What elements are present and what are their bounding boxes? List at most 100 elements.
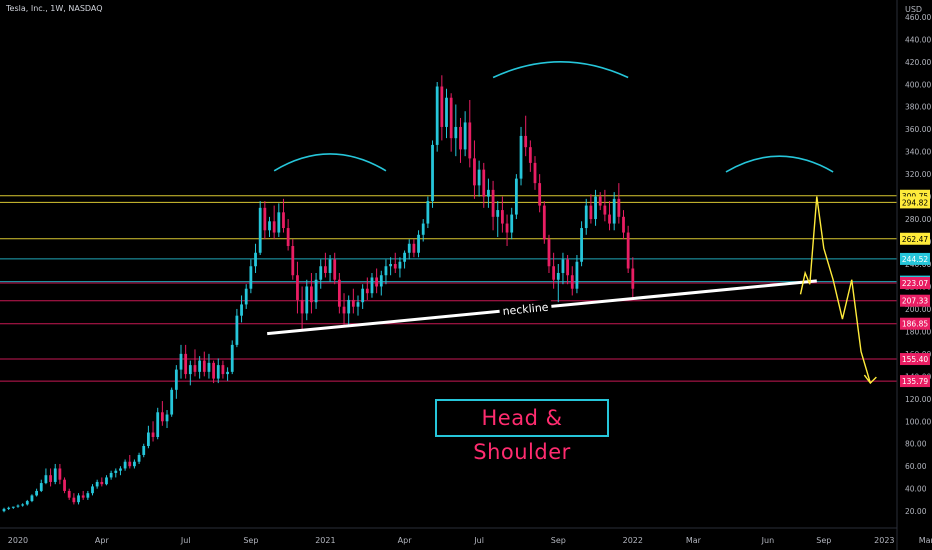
candle (323, 252, 327, 278)
candle (160, 401, 164, 426)
pattern-arc (725, 155, 834, 173)
candle-body (235, 315, 239, 345)
candle-body (7, 507, 11, 509)
candle-body (170, 389, 174, 415)
candle (11, 506, 15, 509)
y-tick-label: 320.00 (905, 170, 931, 179)
candle (109, 470, 113, 480)
candle (328, 255, 332, 282)
candle-body (435, 86, 439, 145)
candle-body (431, 144, 434, 202)
candle (528, 140, 532, 172)
symbol-title[interactable]: Tesla, Inc., 1W, NASDAQ (6, 4, 103, 13)
candle (347, 295, 351, 325)
y-tick-label: 380.00 (905, 103, 931, 112)
candle-body (356, 302, 360, 307)
candle (226, 367, 229, 381)
candle (240, 295, 243, 323)
y-tick-label: 460.00 (905, 13, 931, 22)
candle (30, 494, 34, 503)
candlesticks[interactable] (2, 75, 635, 513)
price-tag-label: 244.52 (902, 255, 928, 264)
price-tag (900, 232, 930, 245)
candle (538, 174, 542, 213)
candle-body (216, 365, 220, 379)
neckline-label-bg (498, 299, 552, 318)
candle-body (547, 239, 551, 267)
candle (351, 288, 355, 314)
candle (603, 189, 607, 222)
price-tag-label: 207.33 (902, 297, 928, 306)
candle-body (542, 205, 546, 240)
candle (477, 160, 481, 197)
candle (272, 205, 276, 240)
candle (49, 468, 52, 487)
candle (491, 180, 495, 231)
pattern-label: Head & Shoulder (473, 406, 571, 464)
candle-body (291, 246, 295, 276)
candle-body (622, 216, 625, 233)
candle-body (584, 205, 588, 229)
candle-body (491, 189, 495, 217)
price-tag (900, 353, 930, 366)
candle-body (286, 228, 290, 247)
candle-body (142, 445, 146, 455)
candle-body (67, 490, 71, 498)
candle (128, 454, 132, 469)
candle (379, 270, 383, 296)
candle-body (105, 477, 108, 485)
candle-body (510, 214, 514, 233)
x-tick-label: Jul (180, 536, 191, 545)
price-tag (900, 375, 930, 388)
candle (468, 99, 472, 168)
candle-body (566, 259, 570, 276)
x-tick-label: Apr (95, 536, 110, 545)
x-tick-label: 2021 (315, 536, 335, 545)
candle-body (114, 470, 118, 473)
x-axis[interactable]: 2020 Apr Jul Sep 2021 Apr Jul Sep 2022 Mar Jun Sep 2… (0, 527, 932, 545)
y-tick-label: 200.00 (905, 305, 931, 314)
candle (179, 344, 183, 379)
candle (296, 261, 299, 314)
y-tick-label: 120.00 (905, 395, 931, 404)
candle (72, 493, 76, 505)
x-tick-label: Jun (761, 536, 775, 545)
pattern-arc (273, 153, 387, 172)
candle (566, 255, 570, 285)
candle (314, 272, 318, 309)
candle (514, 174, 518, 220)
candle-body (2, 508, 6, 512)
candle-body (598, 196, 602, 206)
candle-body (500, 210, 504, 224)
candle-body (53, 468, 57, 482)
price-tag (900, 317, 930, 330)
candle-body (426, 201, 430, 224)
candle (426, 196, 430, 229)
candle-body (86, 493, 90, 498)
x-tick-label: Sep (243, 536, 258, 545)
candle-body (30, 495, 34, 502)
x-tick-label: Apr (398, 536, 413, 545)
candle (258, 201, 262, 256)
candle-body (263, 207, 267, 231)
candle-body (505, 223, 509, 233)
price-tags: 300.75294.82262.47244.52224.31223.07207.… (900, 189, 930, 388)
candle-body (612, 198, 616, 224)
candle (58, 463, 62, 485)
candle-body (375, 277, 379, 287)
candle (277, 203, 281, 238)
candle (473, 140, 476, 199)
candle (300, 286, 304, 330)
candle-body (156, 412, 160, 438)
candle (21, 503, 25, 507)
candle-body (617, 198, 621, 217)
candle-body (165, 414, 169, 422)
candle-body (193, 365, 197, 372)
y-tick-label: 440.00 (905, 35, 931, 44)
candle (81, 490, 85, 500)
candle-body (277, 212, 281, 233)
x-tick-label: 2023 (874, 536, 894, 545)
shoulder-arcs (273, 61, 834, 173)
